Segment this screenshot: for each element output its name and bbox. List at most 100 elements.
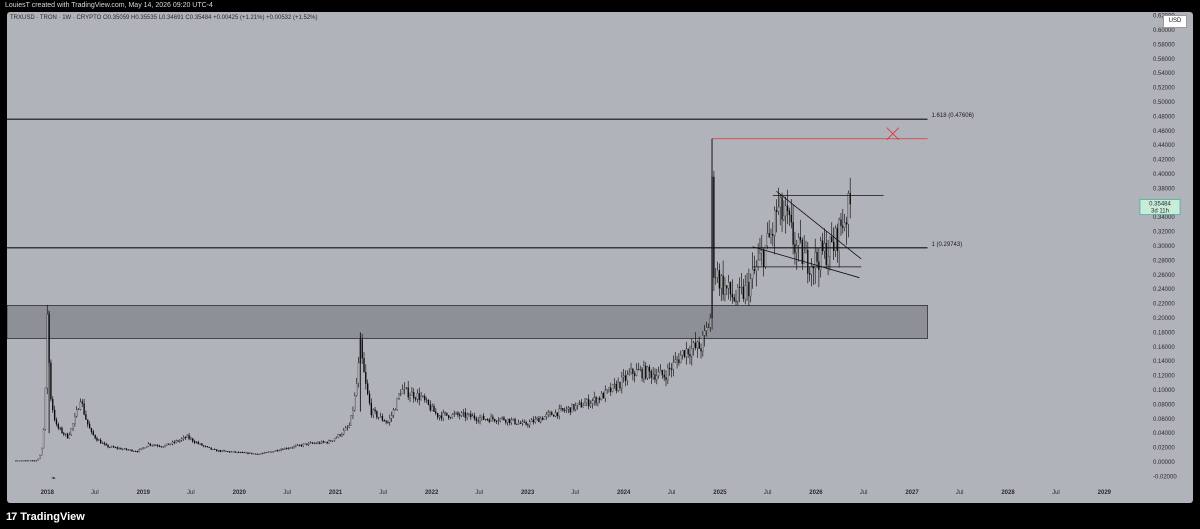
candle-body-297 [562, 408, 564, 411]
price-chart[interactable]: -0.02000 0.00000 0.02000 0.04000 0.06000 0.08… [7, 12, 1193, 503]
candle-body-333 [628, 372, 630, 375]
y-tick-label-12: 0.22000 [1153, 302, 1175, 308]
candle-body-178 [343, 430, 345, 435]
candle-body-347 [654, 374, 656, 380]
attribution-bar: LouiesT created with TradingView.com, Ma… [0, 0, 1200, 12]
candle-body-306 [578, 402, 581, 404]
tradingview-logo-icon: 17 [6, 511, 17, 523]
candle-body-223 [425, 399, 428, 401]
y-tick-label-13: 0.24000 [1153, 287, 1175, 293]
candle-body-146 [284, 447, 286, 450]
candle-body-121 [238, 451, 240, 453]
candle-body-259 [492, 416, 494, 420]
candle-body-447 [838, 219, 840, 251]
candle-body-303 [573, 404, 575, 410]
candle-body-211 [403, 388, 406, 390]
candle-body-68 [140, 448, 142, 450]
candle-body-149 [289, 447, 291, 449]
candle-body-75 [153, 444, 155, 446]
candle-body-127 [249, 452, 251, 454]
candle-body-321 [606, 389, 608, 391]
x-tick-label-5: Jul [283, 490, 291, 496]
chart-pane[interactable]: -0.02000 0.00000 0.02000 0.04000 0.06000 0.08… [7, 12, 1193, 503]
candle-body-72 [147, 443, 150, 447]
x-tick-label-16: 2026 [809, 490, 823, 496]
candle-body-357 [672, 361, 675, 370]
candle-body-24 [59, 427, 61, 429]
candle-body-252 [479, 417, 481, 422]
candle-body-386 [726, 285, 728, 289]
candle-body-44 [96, 438, 98, 441]
candle-body-124 [243, 452, 245, 454]
y-tick-label-14: 0.26000 [1153, 273, 1175, 279]
candle-body-54 [114, 447, 117, 449]
x-tick-label-13: Jul [668, 490, 676, 496]
x-tick-label-8: 2022 [425, 490, 439, 496]
candle-body-151 [293, 446, 295, 448]
candle-body-58 [122, 448, 124, 450]
y-tick-label-9: 0.16000 [1153, 345, 1175, 351]
y-tick-label-16: 0.30000 [1153, 244, 1175, 250]
x-tick-label-7: Jul [379, 490, 387, 496]
trendline [776, 190, 862, 260]
candle-body-195 [374, 409, 376, 412]
candle-body-197 [378, 417, 380, 418]
candle-body-452 [847, 193, 849, 225]
currency-button[interactable]: USD [1163, 15, 1187, 28]
support-zone [7, 305, 928, 339]
y-tick-label-11: 0.20000 [1153, 316, 1175, 322]
candle-body-219 [418, 393, 420, 400]
candle-body-93 [186, 434, 188, 439]
tradingview-logo[interactable]: 17 TradingView [6, 510, 85, 524]
candle-body-122 [239, 452, 242, 454]
candle-body-238 [453, 413, 455, 415]
candle-body-70 [144, 447, 146, 449]
candle-body-176 [339, 434, 341, 436]
candle-body-404 [759, 253, 761, 260]
candle-body-36 [81, 401, 83, 404]
candle-body-282 [534, 418, 536, 423]
candle-body-80 [162, 446, 164, 448]
candle-body-314 [593, 397, 595, 401]
candle-body-426 [799, 237, 802, 241]
candle-body-352 [663, 374, 665, 378]
candle-body-393 [739, 287, 741, 288]
candle-body-133 [260, 453, 262, 455]
candle-body-389 [731, 293, 733, 298]
candle-body-139 [271, 451, 273, 453]
candle-body-102 [203, 445, 205, 447]
y-tick-label-3: 0.04000 [1153, 431, 1175, 437]
candle-body-335 [632, 368, 634, 374]
candle-body-205 [392, 409, 395, 416]
candle-body-437 [820, 240, 822, 270]
x-tick-label-17: Jul [860, 490, 868, 496]
candle-body-43 [94, 434, 96, 439]
x-tick-label-14: 2025 [713, 490, 727, 496]
candle-body-179 [344, 427, 347, 431]
y-tick-label-24: 0.46000 [1153, 129, 1175, 135]
candle-body-265 [503, 417, 505, 421]
candle-body-69 [142, 447, 144, 449]
bar-countdown: 3d 11h [1151, 209, 1169, 215]
x-tick-label-2: 2019 [137, 490, 151, 496]
candle-body-161 [311, 442, 314, 444]
candle-body-123 [241, 452, 244, 454]
candle-body-301 [569, 407, 571, 413]
candle-body-50 [107, 445, 109, 448]
candle-body-46 [100, 439, 102, 444]
candle-body-430 [807, 250, 809, 274]
candle-body-331 [624, 375, 627, 381]
candle-body-361 [680, 354, 682, 364]
brand-name: TradingView [20, 511, 85, 523]
candle-body-103 [204, 445, 207, 447]
symbol-legend: TRXUSD · TRON · 1W · CRYPTO O0.35059 H0.… [10, 15, 318, 21]
candle-body-315 [595, 397, 597, 404]
candle-body-137 [267, 451, 269, 453]
candle-body-273 [518, 422, 520, 425]
candle-body-27 [65, 433, 67, 435]
candle-body-278 [527, 424, 529, 426]
candle-body-429 [805, 250, 807, 253]
fib-level-label: 1.618 (0.47606) [932, 113, 974, 119]
candle-body-115 [227, 451, 229, 453]
candle-body-183 [352, 410, 354, 416]
